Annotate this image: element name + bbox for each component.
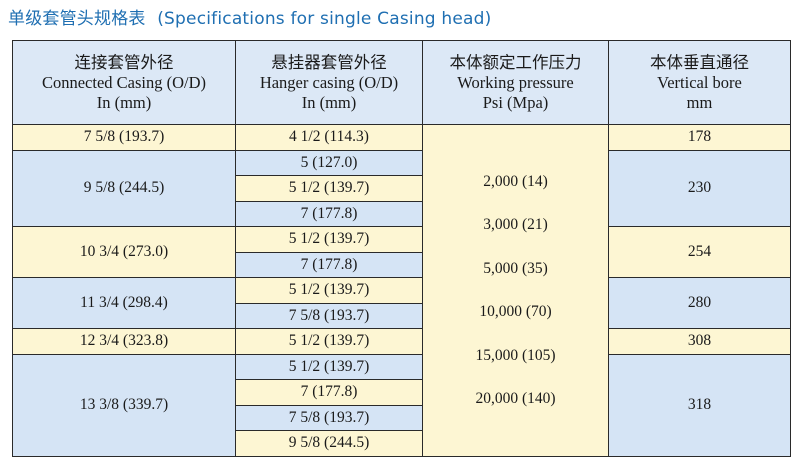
connected-casing-cell: 11 3/4 (298.4) <box>12 277 236 329</box>
header-zh: 本体额定工作压力 <box>449 52 582 72</box>
header-connected-casing: 连接套管外径 Connected Casing (O/D) In (mm) <box>12 40 236 125</box>
header-row: 连接套管外径 Connected Casing (O/D) In (mm) 悬挂… <box>12 40 791 125</box>
header-zh: 连接套管外径 <box>74 52 174 72</box>
connected-casing-cell: 12 3/4 (323.8) <box>12 328 236 355</box>
spec-table: 连接套管外径 Connected Casing (O/D) In (mm) 悬挂… <box>12 40 791 457</box>
header-hanger-casing: 悬挂器套管外径 Hanger casing (O/D) In (mm) <box>235 40 423 125</box>
page-title: 单级套管头规格表 (Specifications for single Casi… <box>8 4 491 29</box>
header-en: Hanger casing (O/D) <box>259 72 399 92</box>
connected-casing-cell: 13 3/8 (339.7) <box>12 353 236 457</box>
hanger-casing-cell: 5 1/2 (139.7) <box>235 277 423 304</box>
pressure-value: 20,000 (140) <box>475 390 556 408</box>
header-en: Connected Casing (O/D) <box>41 72 207 92</box>
hanger-casing-cell: 5 1/2 (139.7) <box>235 175 423 202</box>
pressure-value: 10,000 (70) <box>479 303 552 321</box>
vertical-bore-cell: 280 <box>608 277 791 329</box>
table-row: 9 5/8 (244.5) 5 (127.0) 230 <box>12 149 791 227</box>
vertical-bore-cell: 318 <box>608 353 791 457</box>
vertical-bore-cell: 254 <box>608 226 791 278</box>
vertical-bore-cell: 178 <box>608 124 791 151</box>
header-unit: Psi (Mpa) <box>482 92 549 112</box>
header-working-pressure: 本体额定工作压力 Working pressure Psi (Mpa) <box>422 40 609 125</box>
header-unit: In (mm) <box>96 92 152 112</box>
table-row: 12 3/4 (323.8) 5 1/2 (139.7) 308 <box>12 328 791 355</box>
pressure-value: 2,000 (14) <box>483 172 548 190</box>
hanger-casing-cell: 5 (127.0) <box>235 149 423 176</box>
header-vertical-bore: 本体垂直通径 Vertical bore mm <box>608 40 791 125</box>
hanger-casing-cell: 7 (177.8) <box>235 251 423 278</box>
hanger-casing-cell: 7 5/8 (193.7) <box>235 404 423 431</box>
connected-casing-cell: 7 5/8 (193.7) <box>12 124 236 151</box>
table-row: 7 5/8 (193.7) 4 1/2 (114.3) 2,000 (14) 3… <box>12 124 791 457</box>
hanger-casing-cell: 5 1/2 (139.7) <box>235 328 423 355</box>
hanger-casing-cell: 9 5/8 (244.5) <box>235 430 423 457</box>
table-row: 13 3/8 (339.7) 5 1/2 (139.7) 318 <box>12 353 791 457</box>
working-pressure-cell: 2,000 (14) 3,000 (21) 5,000 (35) 10,000 … <box>422 124 609 457</box>
table-row: 11 3/4 (298.4) 5 1/2 (139.7) 280 <box>12 277 791 329</box>
header-en: Working pressure <box>457 72 574 92</box>
hanger-casing-cell: 7 (177.8) <box>235 379 423 406</box>
table-row: 7 5/8 (193.7) <box>13 302 791 329</box>
table-row: 7 (177.8) <box>13 379 791 406</box>
pressure-value: 3,000 (21) <box>483 216 548 234</box>
hanger-casing-cell: 7 5/8 (193.7) <box>235 302 423 329</box>
connected-casing-cell: 9 5/8 (244.5) <box>12 149 236 227</box>
header-unit: In (mm) <box>301 92 357 112</box>
header-unit: mm <box>686 92 713 112</box>
hanger-casing-cell: 7 (177.8) <box>235 200 423 227</box>
vertical-bore-cell: 230 <box>608 149 791 227</box>
table-row: 10 3/4 (273.0) 5 1/2 (139.7) 254 <box>12 226 791 278</box>
title-english: (Specifications for single Casing head) <box>157 9 492 29</box>
header-zh: 悬挂器套管外径 <box>271 52 387 72</box>
title-chinese: 单级套管头规格表 <box>8 9 146 29</box>
table-row: 7 5/8 (193.7) <box>13 404 791 431</box>
table-row: 5 1/2 (139.7) <box>13 175 791 202</box>
hanger-casing-cell: 4 1/2 (114.3) <box>235 124 423 151</box>
vertical-bore-cell: 308 <box>608 328 791 355</box>
hanger-casing-cell: 5 1/2 (139.7) <box>235 226 423 253</box>
header-en: Vertical bore <box>657 72 742 92</box>
pressure-value: 5,000 (35) <box>483 259 548 277</box>
table-row: 9 5/8 (244.5) <box>13 430 791 457</box>
pressure-value: 15,000 (105) <box>475 346 556 364</box>
table-row: 7 (177.8) <box>13 200 791 227</box>
hanger-casing-cell: 5 1/2 (139.7) <box>235 353 423 380</box>
connected-casing-cell: 10 3/4 (273.0) <box>12 226 236 278</box>
header-zh: 本体垂直通径 <box>650 52 749 72</box>
